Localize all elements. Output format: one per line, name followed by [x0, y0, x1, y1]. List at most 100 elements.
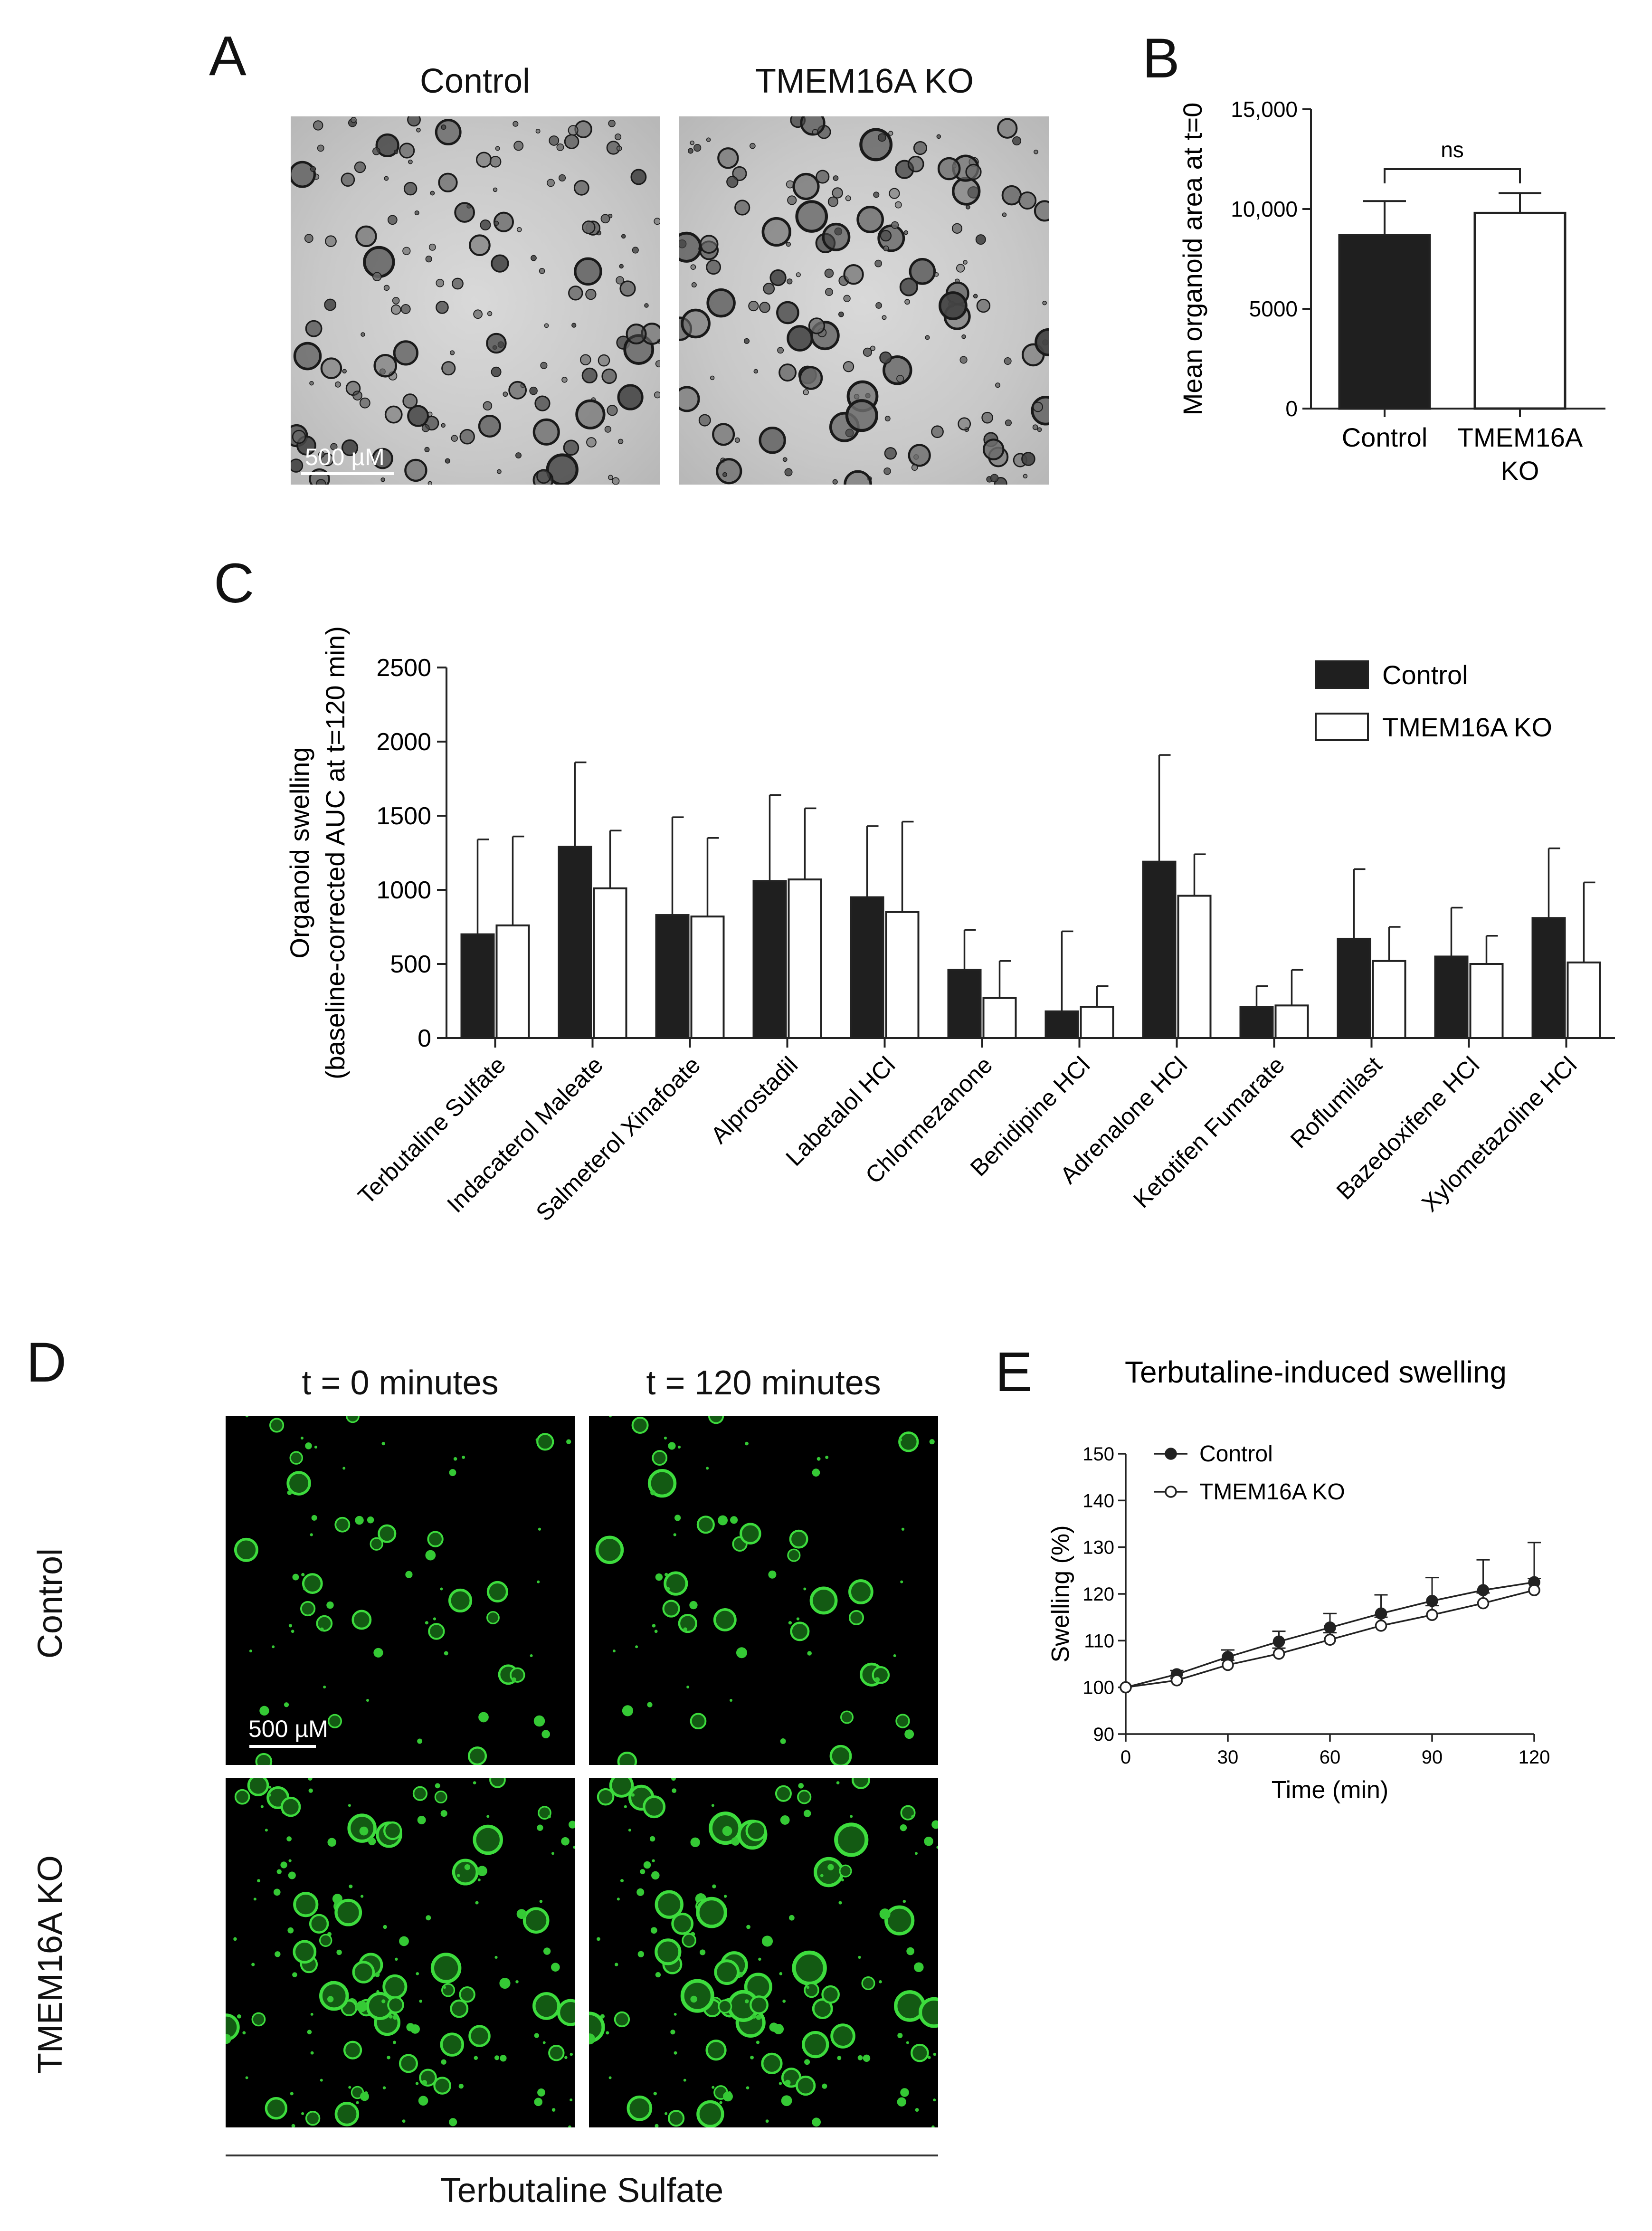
organoid: [839, 1864, 852, 1878]
y-axis-label: Organoid swelling: [285, 747, 314, 958]
organoid: [449, 1469, 456, 1477]
organoid: [559, 174, 566, 182]
organoid: [682, 1933, 696, 1948]
organoid: [939, 291, 968, 320]
organoid: [779, 363, 797, 382]
bar: [1142, 860, 1177, 1039]
organoid: [373, 353, 398, 378]
organoid: [678, 1613, 697, 1633]
organoid: [436, 278, 445, 287]
organoid: [655, 2124, 659, 2127]
x-tick-label: Control: [1342, 422, 1428, 452]
organoid: [981, 411, 993, 424]
organoid: [474, 2056, 478, 2060]
organoid: [434, 1790, 447, 1803]
organoid: [803, 1587, 807, 1591]
x-tick-label: 90: [1422, 1747, 1443, 1768]
panel-d-row-title-ko: TMEM16A KO: [31, 1855, 69, 2074]
organoid: [787, 195, 797, 205]
organoid: [822, 222, 851, 251]
organoid: [327, 1996, 334, 2002]
organoid: [652, 1859, 655, 1862]
organoid: [320, 357, 342, 379]
organoid: [568, 286, 583, 301]
organoid: [722, 472, 728, 477]
organoid: [915, 2108, 919, 2112]
organoid: [997, 118, 1018, 139]
data-point: [1324, 1633, 1336, 1646]
organoid: [427, 411, 433, 417]
organoid: [348, 1804, 351, 1807]
organoid: [405, 1571, 413, 1578]
organoid: [351, 116, 357, 123]
organoid: [536, 469, 551, 484]
organoid: [551, 1852, 554, 1855]
organoid: [617, 1752, 637, 1765]
organoid: [495, 146, 500, 151]
organoid: [827, 1864, 834, 1870]
organoid: [723, 2091, 733, 2102]
y-tick-label: 140: [1082, 1490, 1114, 1511]
organoid: [1042, 300, 1047, 305]
organoid: [608, 120, 616, 127]
organoid: [440, 1587, 443, 1591]
organoid: [804, 1982, 819, 1998]
organoid: [489, 1778, 506, 1788]
y-axis-label: Mean organoid area at t=0: [1177, 103, 1207, 415]
organoid: [372, 272, 382, 282]
bar: [1338, 234, 1431, 410]
organoid: [324, 298, 337, 311]
organoid: [424, 447, 430, 452]
bar: [1372, 960, 1406, 1039]
organoid: [718, 1999, 732, 2014]
bar: [1177, 895, 1212, 1039]
organoid: [679, 386, 700, 412]
organoid: [477, 1878, 481, 1882]
organoid: [647, 1702, 653, 1707]
organoid: [454, 202, 475, 223]
organoid: [532, 418, 560, 446]
organoid: [812, 2117, 821, 2127]
organoid: [301, 1573, 305, 1577]
organoid: [486, 1611, 500, 1624]
organoid: [321, 453, 334, 467]
organoid: [354, 161, 366, 173]
data-point: [1477, 1597, 1490, 1610]
organoid: [360, 2092, 369, 2101]
organoid: [286, 1836, 292, 1841]
legend-marker: [1165, 1448, 1177, 1460]
organoid: [712, 2086, 715, 2089]
organoid: [399, 143, 415, 159]
organoid: [475, 1901, 479, 1905]
organoid: [681, 308, 711, 339]
organoid: [931, 2125, 935, 2127]
organoid: [929, 1439, 935, 1445]
organoid: [717, 147, 739, 169]
organoid: [318, 451, 325, 458]
organoid: [450, 1999, 469, 2018]
organoid: [706, 137, 711, 142]
organoid: [898, 1431, 919, 1452]
organoid: [908, 444, 931, 467]
organoid: [406, 2023, 415, 2031]
organoid: [269, 1418, 285, 1433]
organoid: [309, 1914, 329, 1934]
organoid: [875, 302, 882, 309]
organoid: [619, 264, 624, 269]
x-tick-label: Salmeterol Xinafoate: [531, 1051, 705, 1226]
organoid: [836, 1781, 840, 1784]
organoid: [449, 350, 455, 355]
organoid: [769, 269, 787, 286]
organoid: [734, 437, 741, 443]
organoid: [749, 1995, 769, 2015]
organoid: [586, 437, 597, 448]
organoid: [879, 1908, 891, 1920]
organoid: [680, 1979, 714, 2013]
organoid: [342, 369, 347, 374]
organoid: [722, 1826, 732, 1836]
organoid: [647, 1468, 677, 1498]
organoid: [575, 399, 606, 429]
organoid: [393, 340, 419, 366]
organoid: [249, 1649, 252, 1653]
organoid: [255, 1753, 273, 1765]
